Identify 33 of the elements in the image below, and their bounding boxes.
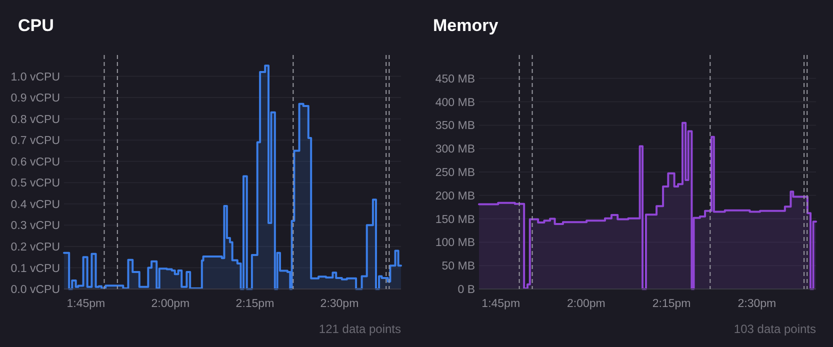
y-tick-label: 0.2 vCPU <box>10 241 60 254</box>
y-tick-label: 150 MB <box>435 214 476 226</box>
y-tick-label: 350 MB <box>435 120 476 132</box>
y-tick-label: 0 B <box>458 284 476 296</box>
y-tick-label: 0.4 vCPU <box>10 198 60 211</box>
y-tick-label: 0.1 vCPU <box>10 262 60 275</box>
y-tick-label: 0.3 vCPU <box>10 220 60 232</box>
y-tick-label: 450 MB <box>435 73 476 86</box>
y-tick-label: 0.8 vCPU <box>10 114 60 126</box>
x-tick-label: 1:45pm <box>66 298 106 310</box>
x-tick-label: 2:15pm <box>236 298 274 310</box>
y-tick-label: 0.0 vCPU <box>10 284 60 296</box>
x-tick-label: 1:45pm <box>482 298 520 310</box>
y-tick-label: 1.0 vCPU <box>10 71 60 84</box>
x-tick-label: 2:00pm <box>151 298 190 310</box>
y-tick-label: 100 MB <box>435 237 476 250</box>
x-tick-label: 2:00pm <box>567 298 606 310</box>
y-tick-label: 50 MB <box>442 260 476 273</box>
y-tick-label: 250 MB <box>435 167 476 180</box>
y-tick-label: 0.6 vCPU <box>10 156 60 168</box>
x-tick-label: 2:30pm <box>320 298 359 310</box>
x-tick-label: 2:15pm <box>652 298 691 310</box>
y-tick-label: 400 MB <box>435 96 476 109</box>
y-tick-label: 300 MB <box>435 144 476 156</box>
text: 103 data points <box>734 322 816 336</box>
y-tick-label: 0.9 vCPU <box>10 92 60 105</box>
chart-title: Memory <box>433 16 499 35</box>
chart-title: CPU <box>18 16 54 35</box>
y-tick-label: 200 MB <box>435 190 476 202</box>
y-tick-label: 0.5 vCPU <box>10 178 60 190</box>
x-tick-label: 2:30pm <box>738 298 776 310</box>
text: 121 data points <box>318 322 401 336</box>
y-tick-label: 0.7 vCPU <box>10 135 60 148</box>
